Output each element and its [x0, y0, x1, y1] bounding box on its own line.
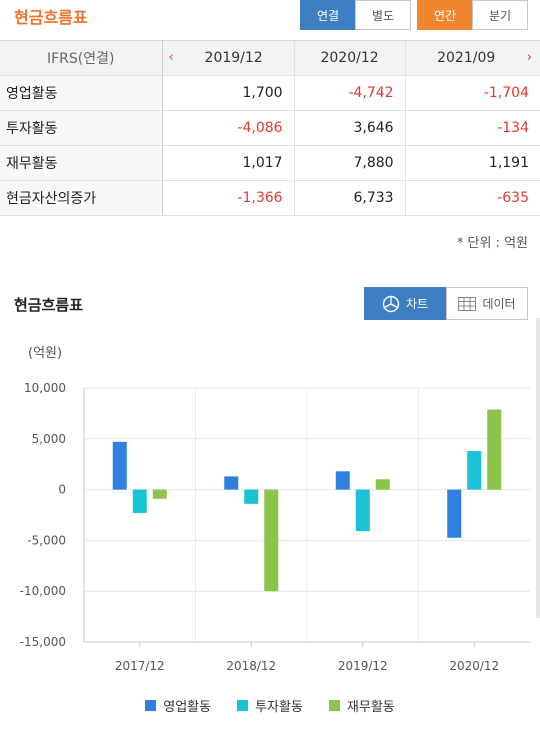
cashflow-table: IFRS(연결) ‹ 2019/12 2020/12 2021/09 › 영업활…: [0, 40, 540, 216]
bar-3-2018/12[interactable]: [264, 489, 279, 592]
period-label: 2019/12: [204, 50, 263, 66]
bar-1-2018/12[interactable]: [224, 476, 239, 490]
table-cell: 1,700: [161, 75, 295, 111]
x-tick-label: 2019/12: [338, 659, 388, 673]
tab-quarterly[interactable]: 분기: [472, 0, 528, 30]
legend-swatch: [237, 700, 249, 711]
row-label: 재무활동: [0, 145, 163, 181]
row-label: 현금자산의증가: [0, 180, 163, 216]
bar-3-2017/12[interactable]: [152, 489, 167, 499]
table-cell: 7,880: [293, 145, 406, 181]
legend-label: 영업활동: [163, 700, 212, 715]
y-tick-label: 5,000: [32, 432, 66, 446]
chevron-left-icon[interactable]: ‹: [168, 50, 174, 65]
bar-3-2020/12[interactable]: [487, 409, 502, 490]
tab-consolidated[interactable]: 연결: [300, 0, 356, 30]
table-cell: 1,191: [404, 145, 540, 181]
bar-1-2017/12[interactable]: [112, 441, 127, 490]
legend-item[interactable]: 재무활동: [328, 696, 395, 715]
period-header: 2021/09 ›: [404, 40, 540, 76]
x-tick-label: 2020/12: [449, 659, 499, 673]
x-tick-label: 2017/12: [115, 659, 165, 673]
row-label: 영업활동: [0, 75, 163, 111]
chart-unit-label: (억원): [28, 346, 63, 361]
y-tick-label: 10,000: [24, 381, 66, 395]
data-toggle-button[interactable]: 데이터: [446, 287, 528, 320]
y-tick-label: -10,000: [20, 584, 66, 598]
y-tick-label: 0: [58, 483, 66, 497]
cashflow-bar-chart: 10,000 5,000 0 -5,000 -10,000 -15,000 2017/12 2…: [20, 381, 530, 673]
data-toggle-label: 데이터: [482, 297, 516, 311]
legend-swatch: [328, 700, 340, 711]
period-header: ‹ 2019/12: [161, 40, 295, 76]
table-grid-icon: [458, 296, 477, 311]
section-divider: [0, 262, 540, 272]
period-label: 2020/12: [320, 50, 379, 66]
page-title: 현금흐름표: [14, 8, 88, 27]
table-row: 영업활동 1,700 -4,742 -1,704: [0, 75, 540, 111]
table-col-header: IFRS(연결): [0, 40, 163, 76]
table-row: 재무활동 1,017 7,880 1,191: [0, 145, 540, 181]
table-cell: 6,733: [293, 180, 406, 216]
chevron-right-icon[interactable]: ›: [526, 50, 532, 65]
row-label: 투자활동: [0, 110, 163, 146]
table-row: 투자활동 -4,086 3,646 -134: [0, 110, 540, 146]
table-cell: -4,742: [293, 75, 406, 111]
tab-separate[interactable]: 별도: [355, 0, 411, 30]
table-cell: 3,646: [293, 110, 406, 146]
unit-note: * 단위 : 억원: [456, 236, 528, 251]
legend-item[interactable]: 영업활동: [145, 696, 211, 715]
bar-2-2020/12[interactable]: [467, 450, 482, 490]
table-cell: 1,017: [161, 145, 295, 181]
bar-1-2019/12[interactable]: [335, 471, 350, 490]
table-cell: -134: [404, 110, 540, 146]
chart-toggle-button[interactable]: 차트: [364, 287, 446, 320]
table-row: 현금자산의증가 -1,366 6,733 -635: [0, 180, 540, 216]
bar-2-2017/12[interactable]: [132, 489, 147, 513]
tab-annual[interactable]: 연간: [417, 0, 473, 30]
y-tick-label: -5,000: [27, 533, 66, 547]
table-cell: -1,366: [161, 180, 295, 216]
chart-toggle-label: 차트: [405, 297, 429, 311]
period-label: 2021/09: [437, 50, 496, 66]
chart-legend: 영업활동 투자활동 재무활동: [0, 696, 540, 715]
bar-1-2020/12[interactable]: [447, 489, 462, 538]
bar-3-2019/12[interactable]: [375, 479, 390, 490]
scrollbar[interactable]: [536, 318, 540, 618]
legend-item[interactable]: 투자활동: [237, 696, 303, 715]
header: 현금흐름표 연결 별도 연간 분기: [0, 0, 540, 40]
bar-2-2019/12[interactable]: [355, 489, 370, 532]
legend-swatch: [145, 700, 157, 711]
bar-2-2018/12[interactable]: [244, 489, 259, 504]
pie-chart-icon: [382, 295, 400, 312]
legend-label: 투자활동: [255, 700, 303, 715]
chart-title: 현금흐름표: [14, 296, 84, 314]
period-header: 2020/12: [293, 40, 406, 76]
x-tick-label: 2018/12: [226, 659, 276, 673]
table-cell: -635: [404, 180, 540, 216]
legend-label: 재무활동: [346, 700, 395, 715]
table-cell: -4,086: [161, 110, 295, 146]
table-cell: -1,704: [404, 75, 540, 111]
y-tick-label: -15,000: [20, 635, 66, 649]
